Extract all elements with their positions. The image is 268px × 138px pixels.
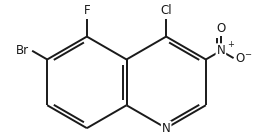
Text: N: N [217,44,225,57]
Text: Br: Br [16,44,29,57]
Text: O: O [216,22,225,35]
Text: −: − [244,50,251,59]
Text: O: O [235,52,245,65]
Text: +: + [227,40,234,49]
Text: N: N [162,122,170,135]
Text: Cl: Cl [160,4,172,17]
Text: F: F [84,4,90,17]
